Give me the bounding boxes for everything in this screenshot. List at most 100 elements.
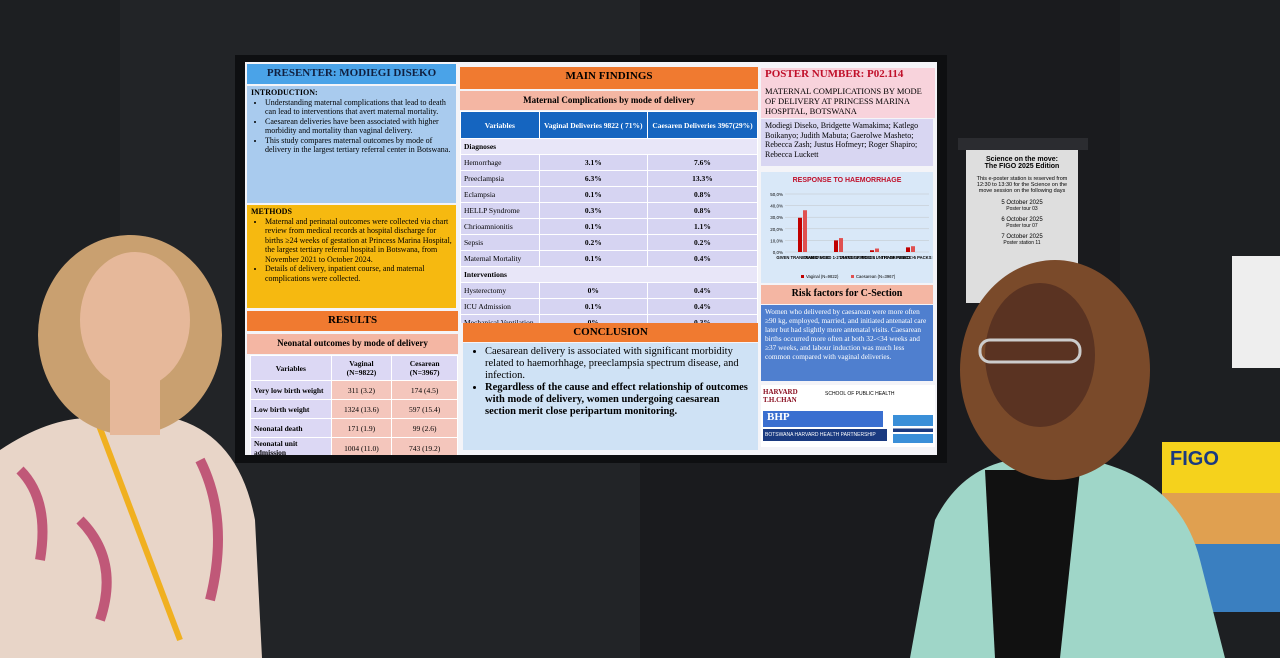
cell: 6.3% bbox=[538, 170, 648, 187]
header-cell: Caesaren Deliveries 3967(29%) bbox=[646, 111, 758, 139]
row: Neonatal death 171 (1.9) 99 (2.6) bbox=[250, 418, 458, 438]
bar bbox=[875, 248, 879, 252]
risk-text: Women who delivered by caesarean were mo… bbox=[761, 305, 933, 381]
section-cell: Diagnoses bbox=[460, 138, 758, 155]
legend-swatch bbox=[851, 275, 854, 278]
cell: 0% bbox=[538, 282, 648, 299]
conclusion-title: CONCLUSION bbox=[463, 323, 758, 342]
y-tick-label: 40,0% bbox=[770, 204, 783, 209]
day-date: 5 October 2025 bbox=[1001, 200, 1043, 206]
cell: Neonatal unit admission bbox=[250, 437, 332, 455]
legend-label: Caesarean (N=3967) bbox=[856, 274, 896, 279]
chart-title: RESPONSE TO HAEMORRHAGE bbox=[793, 177, 902, 184]
row: Hysterectomy 0% 0.4% bbox=[460, 282, 758, 299]
cell: 743 (19.2) bbox=[391, 437, 458, 455]
row: Neonatal unit admission 1004 (11.0) 743 (1… bbox=[250, 437, 458, 455]
row: Sepsis 0.2% 0.2% bbox=[460, 234, 758, 251]
bhp-logo: BHP bbox=[763, 411, 883, 427]
poster-number: POSTER NUMBER: P02.114 bbox=[761, 68, 935, 85]
glasses bbox=[978, 338, 1082, 364]
legend-swatch bbox=[801, 275, 804, 278]
sign-text: This e-poster station is reserved from 1… bbox=[976, 176, 1068, 194]
cell: 0.3% bbox=[538, 202, 648, 219]
bullet: Understanding maternal complications tha… bbox=[265, 98, 452, 117]
bhp-full: BOTSWANA HARVARD HEALTH PARTNERSHIP bbox=[763, 429, 887, 441]
bullet: Maternal and perinatal outcomes were col… bbox=[265, 217, 452, 265]
results-title: RESULTS bbox=[247, 311, 458, 331]
bar bbox=[839, 238, 843, 252]
bar bbox=[911, 246, 915, 252]
cell: 0.2% bbox=[646, 234, 758, 251]
conclusion: Caesarean delivery is associated with si… bbox=[463, 343, 758, 450]
cell: Low birth weight bbox=[250, 399, 332, 419]
bullet: Details of delivery, inpatient course, a… bbox=[265, 264, 452, 283]
cell: Very low birth weight bbox=[250, 380, 332, 400]
person-left-neck bbox=[110, 380, 160, 435]
row: Eclampsia 0.1% 0.8% bbox=[460, 186, 758, 203]
main-title: MAIN FINDINGS bbox=[460, 67, 758, 89]
section-row: Interventions bbox=[460, 266, 758, 283]
methods: METHODSMaternal and perinatal outcomes w… bbox=[247, 205, 456, 308]
person-left-face bbox=[80, 252, 190, 388]
cell: 1324 (13.6) bbox=[330, 399, 393, 419]
cell: 0% bbox=[538, 314, 648, 323]
y-tick-label: 50,0% bbox=[770, 192, 783, 197]
header-cell: Vaginal (N=9822) bbox=[330, 355, 393, 381]
cell: 171 (1.9) bbox=[330, 418, 393, 438]
sign-subtitle: The FIGO 2025 Edition bbox=[984, 163, 1060, 170]
chart: RESPONSE TO HAEMORRHAGE 0,0% 10,0% 20,0% 30… bbox=[761, 172, 933, 283]
person-right-face bbox=[985, 283, 1095, 427]
cell: 0.4% bbox=[646, 298, 758, 315]
sign-title: Science on the move: bbox=[986, 156, 1058, 163]
header-row: Variables Vaginal Deliveries 9822 ( 71%) C… bbox=[460, 111, 758, 139]
bar bbox=[870, 250, 874, 252]
main-table: Variables Vaginal Deliveries 9822 ( 71%) C… bbox=[460, 111, 758, 323]
harvard-logo: HARVARD T.H.CHAN bbox=[763, 388, 798, 404]
y-tick-label: 30,0% bbox=[770, 215, 783, 220]
row: Maternal Mortality 0.1% 0.4% bbox=[460, 250, 758, 267]
cell: 174 (4.5) bbox=[391, 380, 458, 400]
header-cell: Cesarean (N=3967) bbox=[391, 355, 458, 381]
bar bbox=[798, 217, 802, 252]
neonatal-title: Neonatal outcomes by mode of delivery bbox=[247, 334, 458, 354]
day-label: Poster tour 07 bbox=[1006, 223, 1038, 229]
row: ICU Admission 0.1% 0.4% bbox=[460, 298, 758, 315]
row: Low birth weight 1324 (13.6) 597 (15.4) bbox=[250, 399, 458, 419]
bar bbox=[906, 247, 910, 252]
cell: 597 (15.4) bbox=[391, 399, 458, 419]
bar bbox=[803, 210, 807, 252]
logos: HARVARD T.H.CHAN SCHOOL OF PUBLIC HEALTH… bbox=[761, 385, 935, 447]
cell: Sepsis bbox=[460, 234, 540, 251]
cell: 0.1% bbox=[538, 250, 648, 267]
introduction: INTRODUCTION:Understanding maternal comp… bbox=[247, 86, 456, 203]
row: Mechanical Ventilation 0% 0.3% bbox=[460, 314, 758, 323]
y-tick-label: 10,0% bbox=[770, 238, 783, 243]
cell: 7.6% bbox=[646, 154, 758, 171]
y-tick-label: 20,0% bbox=[770, 227, 783, 232]
banner-text: FIGO bbox=[1170, 448, 1219, 470]
lanyard bbox=[92, 413, 183, 642]
main-subtitle: Maternal Complications by mode of delive… bbox=[460, 91, 758, 110]
row: Very low birth weight 311 (3.2) 174 (4.5) bbox=[250, 380, 458, 400]
sign-holder bbox=[958, 138, 1088, 150]
flag bbox=[893, 415, 933, 443]
cell: 0.2% bbox=[538, 234, 648, 251]
row: Hemorrhage 3.1% 7.6% bbox=[460, 154, 758, 171]
cell: 1004 (11.0) bbox=[330, 437, 393, 455]
bullet: This study compares maternal outcomes by… bbox=[265, 136, 452, 155]
x-tick-label: GIVEN TRANEXAMIC ACID bbox=[776, 255, 829, 260]
neonatal-table: Variables Vaginal (N=9822) Cesarean (N=396… bbox=[250, 355, 458, 455]
cell: Chrioamnionitis bbox=[460, 218, 540, 235]
cell: 311 (3.2) bbox=[330, 380, 393, 400]
bar bbox=[834, 240, 838, 252]
cell: Neonatal death bbox=[250, 418, 332, 438]
intro-title: INTRODUCTION: bbox=[251, 88, 318, 97]
methods-title: METHODS bbox=[251, 207, 292, 216]
day-label: Poster station 11 bbox=[1003, 240, 1041, 246]
person-right-top bbox=[985, 470, 1080, 658]
cell: 3.1% bbox=[538, 154, 648, 171]
presenter: PRESENTER: MODIEGI DISEKO bbox=[247, 64, 456, 84]
school-logo: SCHOOL OF PUBLIC HEALTH bbox=[825, 391, 895, 397]
